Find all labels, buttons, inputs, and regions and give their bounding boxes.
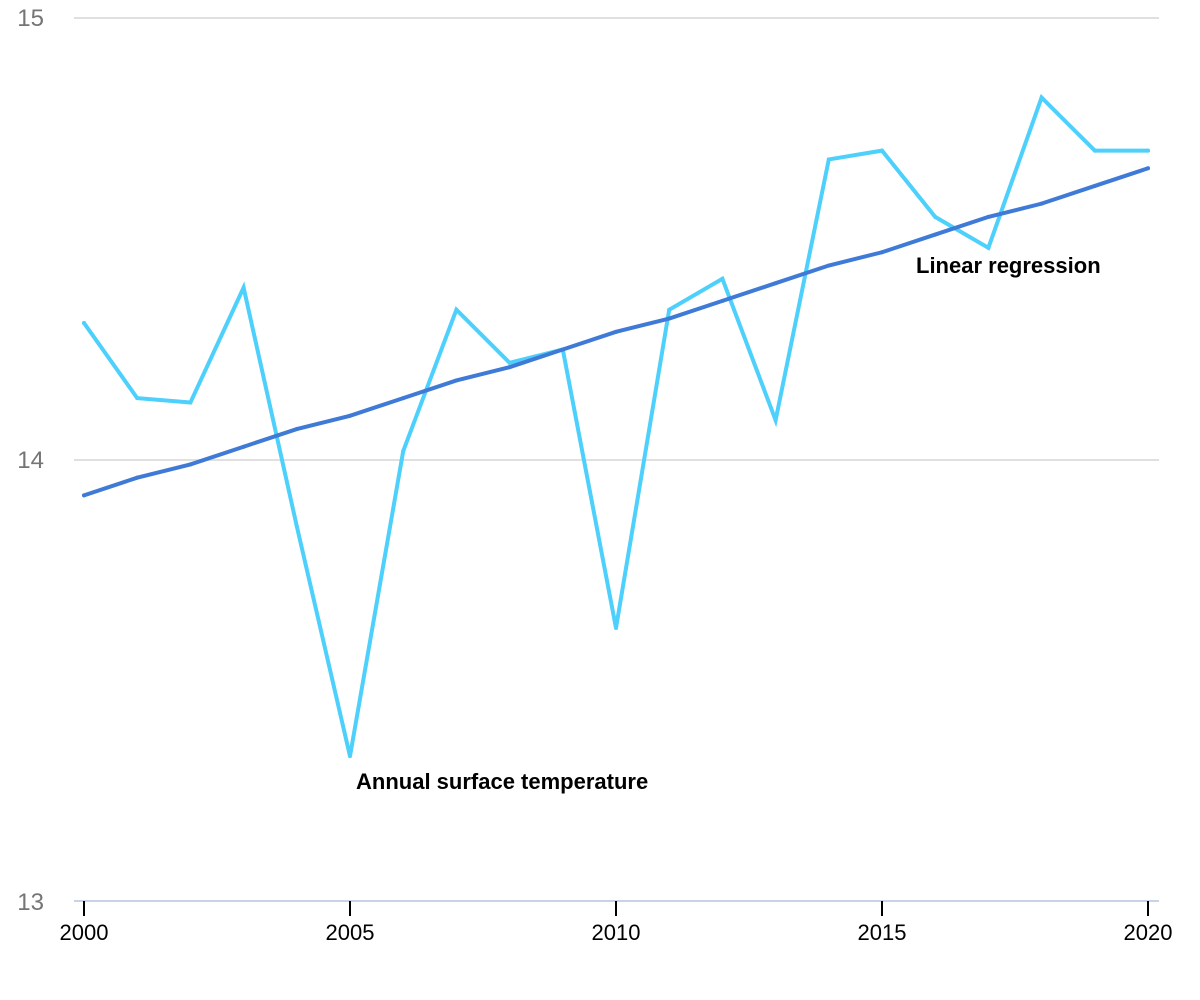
x-tick-label: 2005 [326,920,375,945]
data-point [401,449,406,454]
data-point [241,444,246,449]
data-point [348,754,352,759]
gridlines [74,17,1159,461]
data-point [507,365,512,370]
data-point [773,281,778,286]
data-point [454,378,459,383]
data-point [720,298,725,303]
series-lines [82,93,1150,759]
data-point [986,245,991,250]
data-point [1039,201,1044,206]
data-point [401,396,406,401]
data-point [188,400,193,405]
data-point [348,413,352,418]
data-point [667,307,672,312]
data-point [826,157,831,162]
series-line-annual-surface-temperature [82,93,1150,757]
data-point [82,493,86,498]
data-point [880,148,884,153]
annotations: Annual surface temperature Linear regres… [356,253,1101,794]
annotation-linear-regression: Linear regression [916,253,1101,278]
data-point [507,360,512,365]
data-point [773,418,778,423]
data-point [933,232,938,237]
data-point [241,285,246,290]
y-axis-ticks: 13 14 15 [17,5,44,916]
data-point [294,427,299,432]
data-point [1092,148,1097,153]
data-point [294,524,299,529]
x-tick-label: 2000 [60,920,109,945]
data-point [1092,183,1097,188]
data-point [82,320,86,325]
data-point [1146,166,1150,171]
data-point [880,250,884,255]
x-tick-label: 2015 [858,920,907,945]
data-point [933,214,938,219]
x-tick-label: 2020 [1124,920,1173,945]
data-point [667,316,672,321]
data-point [614,329,618,334]
data-point [614,625,618,630]
data-point [1039,95,1044,100]
y-tick-label: 14 [17,447,44,474]
y-tick-label: 13 [17,889,44,916]
x-tick-label: 2010 [592,920,641,945]
annotation-annual-surface-temperature: Annual surface temperature [356,769,648,794]
data-point [188,462,193,467]
data-point [454,307,459,312]
x-axis-ticks: 2000 2005 2010 2015 2020 [60,901,1173,945]
data-point [560,347,565,352]
data-point [1146,148,1150,153]
data-point [826,263,831,268]
y-tick-label: 15 [17,5,44,32]
data-point [720,276,725,281]
data-point [135,396,140,401]
data-point [986,214,991,219]
data-point [135,475,140,480]
